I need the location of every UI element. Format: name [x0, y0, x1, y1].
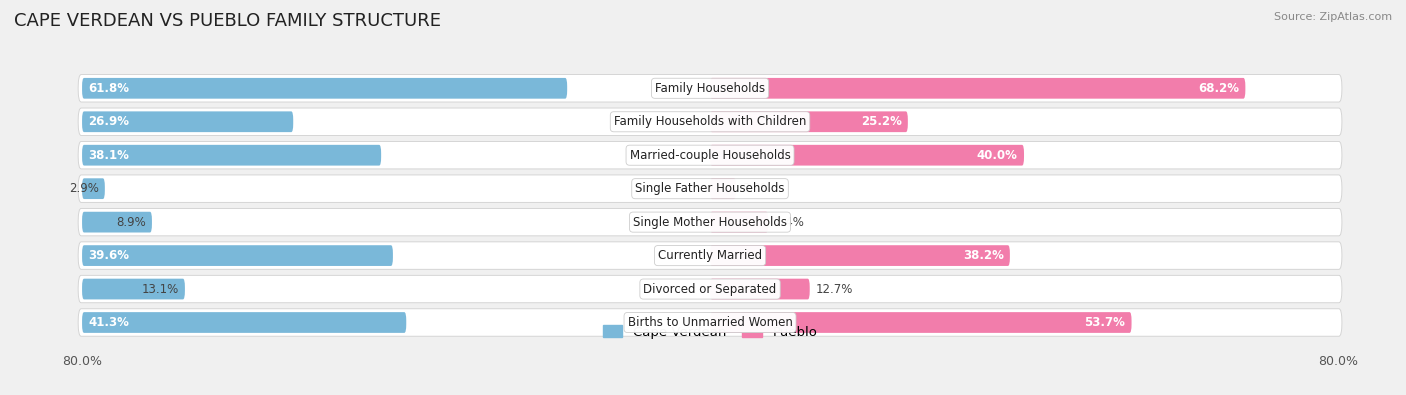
Text: Divorced or Separated: Divorced or Separated	[644, 282, 776, 295]
Legend: Cape Verdean, Pueblo: Cape Verdean, Pueblo	[598, 320, 823, 344]
FancyBboxPatch shape	[79, 275, 1341, 303]
Text: CAPE VERDEAN VS PUEBLO FAMILY STRUCTURE: CAPE VERDEAN VS PUEBLO FAMILY STRUCTURE	[14, 12, 441, 30]
FancyBboxPatch shape	[710, 212, 768, 233]
Text: 2.9%: 2.9%	[69, 182, 98, 195]
Text: 68.2%: 68.2%	[1198, 82, 1239, 95]
Text: 38.2%: 38.2%	[963, 249, 1004, 262]
FancyBboxPatch shape	[79, 175, 1341, 202]
Text: Family Households: Family Households	[655, 82, 765, 95]
Text: 38.1%: 38.1%	[89, 149, 129, 162]
Text: Married-couple Households: Married-couple Households	[630, 149, 790, 162]
FancyBboxPatch shape	[79, 309, 1341, 336]
Text: 13.1%: 13.1%	[142, 282, 179, 295]
Text: 7.4%: 7.4%	[775, 216, 804, 229]
FancyBboxPatch shape	[710, 178, 735, 199]
Text: 53.7%: 53.7%	[1084, 316, 1125, 329]
Text: 41.3%: 41.3%	[89, 316, 129, 329]
Text: 39.6%: 39.6%	[89, 249, 129, 262]
FancyBboxPatch shape	[710, 78, 1246, 99]
FancyBboxPatch shape	[710, 279, 810, 299]
Text: 3.3%: 3.3%	[742, 182, 772, 195]
FancyBboxPatch shape	[82, 312, 406, 333]
Text: Births to Unmarried Women: Births to Unmarried Women	[627, 316, 793, 329]
FancyBboxPatch shape	[82, 212, 152, 233]
Text: 25.2%: 25.2%	[860, 115, 901, 128]
FancyBboxPatch shape	[82, 111, 294, 132]
FancyBboxPatch shape	[710, 245, 1010, 266]
FancyBboxPatch shape	[710, 111, 908, 132]
Text: Family Households with Children: Family Households with Children	[614, 115, 806, 128]
FancyBboxPatch shape	[79, 75, 1341, 102]
Text: Single Father Households: Single Father Households	[636, 182, 785, 195]
Text: Source: ZipAtlas.com: Source: ZipAtlas.com	[1274, 12, 1392, 22]
FancyBboxPatch shape	[79, 242, 1341, 269]
FancyBboxPatch shape	[82, 145, 381, 166]
Text: 12.7%: 12.7%	[815, 282, 853, 295]
Text: Currently Married: Currently Married	[658, 249, 762, 262]
FancyBboxPatch shape	[82, 279, 186, 299]
Text: 61.8%: 61.8%	[89, 82, 129, 95]
FancyBboxPatch shape	[82, 178, 105, 199]
FancyBboxPatch shape	[82, 245, 392, 266]
Text: 8.9%: 8.9%	[115, 216, 146, 229]
Text: 40.0%: 40.0%	[977, 149, 1018, 162]
Text: Single Mother Households: Single Mother Households	[633, 216, 787, 229]
FancyBboxPatch shape	[710, 145, 1024, 166]
FancyBboxPatch shape	[79, 141, 1341, 169]
Text: 26.9%: 26.9%	[89, 115, 129, 128]
FancyBboxPatch shape	[82, 78, 567, 99]
FancyBboxPatch shape	[79, 209, 1341, 236]
FancyBboxPatch shape	[710, 312, 1132, 333]
FancyBboxPatch shape	[79, 108, 1341, 135]
